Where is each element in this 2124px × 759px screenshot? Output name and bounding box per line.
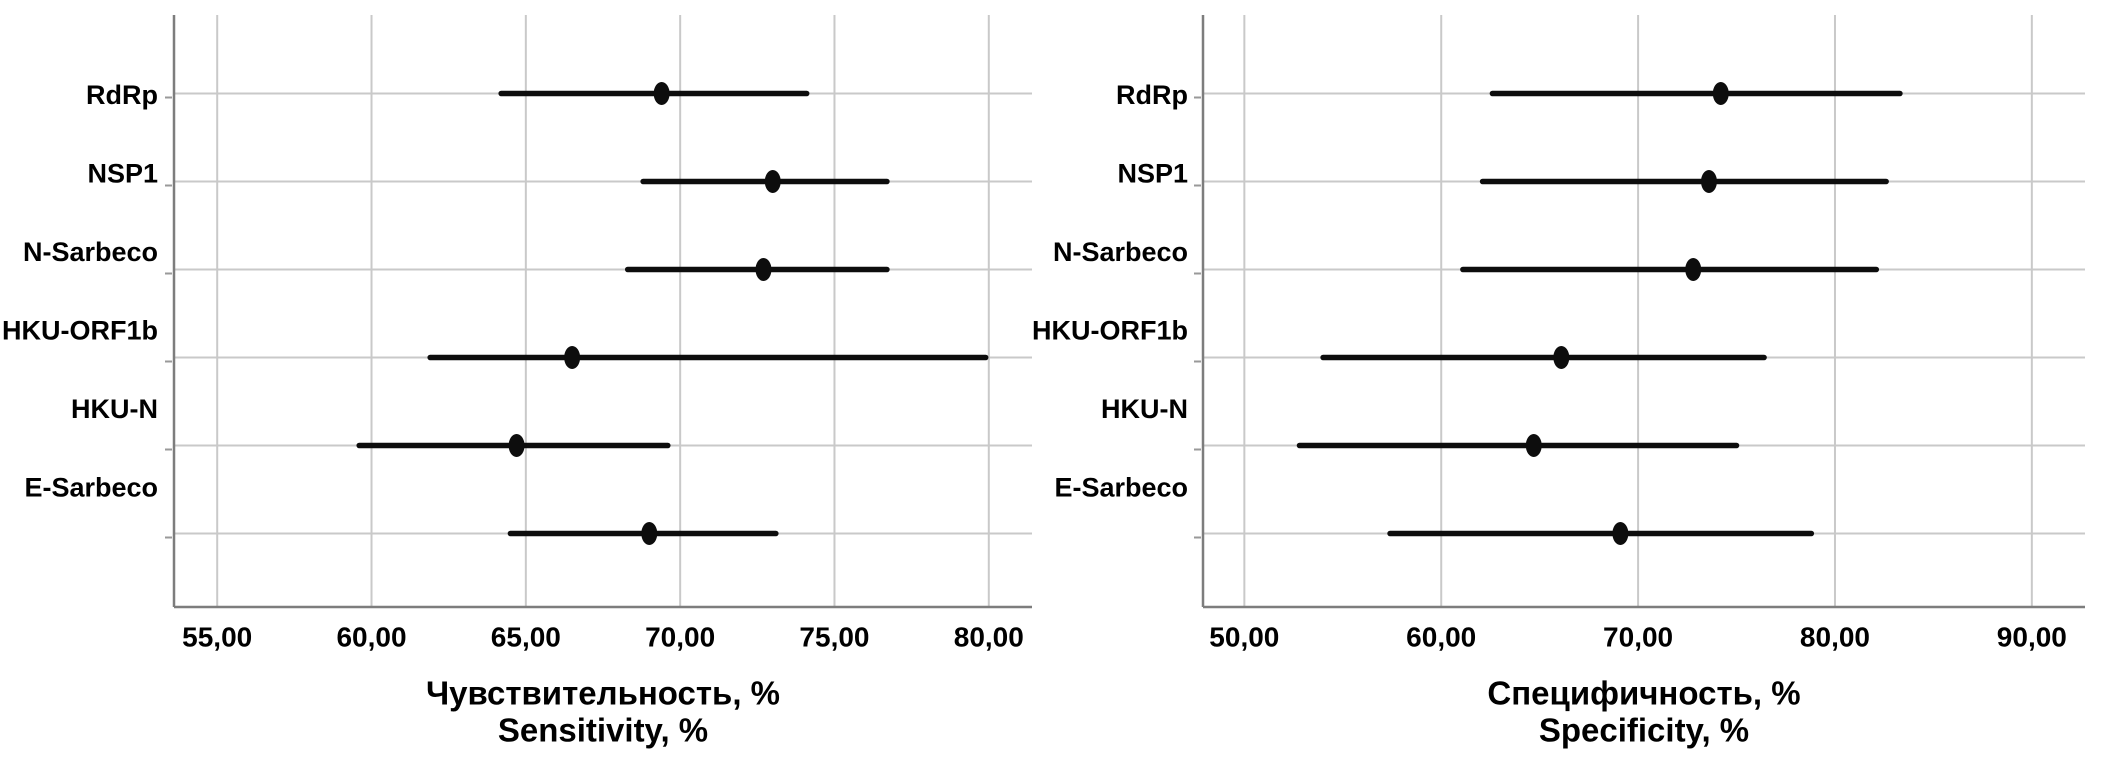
category-label-N-Sarbeco: N-Sarbeco [23, 237, 158, 267]
specificity-plot: RdRp NSP1 N-Sarbeco HKU-ORF1b HKU-N E-Sarbeco… [1032, 15, 2085, 749]
sensitivity-plot: RdRp NSP1 N-Sarbeco HKU-ORF1b HKU-N E-Sarbeco… [2, 15, 1032, 749]
category-label-HKU-ORF1b: HKU-ORF1b [1032, 316, 1188, 346]
x-axis-title-ru: Чувствительность, % [426, 675, 780, 712]
x-tick-label-70: 70,00 [1603, 622, 1673, 653]
point-estimate-marker-N-Sarbeco [1685, 258, 1702, 281]
category-label-NSP1: NSP1 [1117, 159, 1188, 189]
category-label-HKU-ORF1b: HKU-ORF1b [2, 316, 158, 346]
point-estimate-marker-HKU-N [508, 434, 525, 457]
x-tick-label-90: 90,00 [1997, 622, 2067, 653]
category-label-NSP1: NSP1 [87, 159, 158, 189]
x-tick-label-80: 80,00 [1800, 622, 1870, 653]
x-axis-title-ru: Специфичность, % [1487, 675, 1800, 712]
x-axis-title-en: Sensitivity, % [498, 712, 708, 749]
x-tick-label-65: 65,00 [491, 622, 561, 653]
x-tick-label-50: 50,00 [1209, 622, 1279, 653]
point-estimate-marker-E-Sarbeco [641, 522, 658, 545]
x-tick-label-55: 55,00 [182, 622, 252, 653]
category-label-E-Sarbeco: E-Sarbeco [1054, 473, 1188, 503]
category-label-HKU-N: HKU-N [1101, 394, 1188, 424]
point-estimate-marker-NSP1 [764, 170, 781, 193]
category-label-RdRp: RdRp [1116, 80, 1188, 110]
category-label-N-Sarbeco: N-Sarbeco [1053, 237, 1188, 267]
x-tick-label-60: 60,00 [1406, 622, 1476, 653]
x-tick-label-60: 60,00 [336, 622, 406, 653]
point-estimate-marker-HKU-N [1525, 434, 1542, 457]
point-estimate-marker-E-Sarbeco [1612, 522, 1629, 545]
category-label-E-Sarbeco: E-Sarbeco [24, 473, 158, 503]
point-estimate-marker-RdRp [653, 82, 670, 105]
point-estimate-marker-HKU-ORF1b [1553, 346, 1570, 369]
category-label-HKU-N: HKU-N [71, 394, 158, 424]
point-estimate-marker-N-Sarbeco [755, 258, 772, 281]
x-axis-title-en: Specificity, % [1539, 712, 1749, 749]
point-estimate-marker-HKU-ORF1b [564, 346, 581, 369]
category-label-RdRp: RdRp [86, 80, 158, 110]
point-estimate-marker-NSP1 [1700, 170, 1717, 193]
x-tick-label-70: 70,00 [645, 622, 715, 653]
x-tick-label-80: 80,00 [954, 622, 1024, 653]
x-tick-label-75: 75,00 [799, 622, 869, 653]
point-estimate-marker-RdRp [1712, 82, 1729, 105]
